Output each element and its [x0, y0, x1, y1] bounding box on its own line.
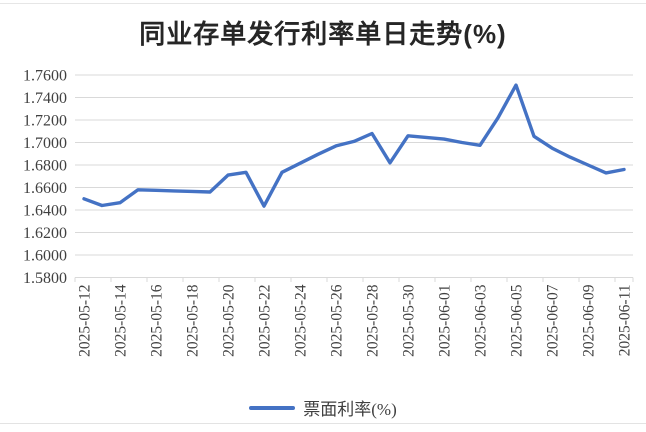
x-axis-tick-label: 2025-05-14 [113, 284, 130, 357]
x-axis-tick-label: 2025-05-26 [329, 284, 346, 357]
y-axis-tick-label: 1.5800 [23, 270, 67, 287]
chart-title: 同业存单发行利率单日走势(%) [139, 19, 507, 49]
y-axis-tick-label: 1.6600 [23, 180, 67, 197]
x-axis-tick-label: 2025-05-28 [365, 284, 382, 357]
x-axis-tick-label: 2025-05-30 [401, 284, 418, 357]
y-axis-tick-label: 1.7200 [23, 113, 67, 130]
x-axis-tick-label: 2025-06-11 [617, 285, 634, 357]
y-axis-tick-label: 1.7600 [23, 68, 67, 85]
y-axis-tick-label: 1.6200 [23, 225, 67, 242]
x-axis-tick-label: 2025-06-07 [545, 284, 562, 357]
x-axis-tick-label: 2025-05-22 [257, 285, 274, 357]
legend-series-label: 票面利率(%) [303, 400, 397, 419]
legend: 票面利率(%) [0, 395, 646, 420]
x-axis-tick-label: 2025-05-16 [149, 284, 166, 357]
x-axis-tick-label: 2025-06-05 [509, 284, 526, 357]
x-axis-tick-label: 2025-05-20 [221, 284, 238, 357]
x-axis-tick-label: 2025-05-24 [293, 284, 310, 357]
x-axis-tick-label: 2025-06-01 [437, 285, 454, 357]
y-axis-tick-label: 1.6000 [23, 248, 67, 265]
legend-line-swatch [249, 405, 296, 410]
y-axis-tick-label: 1.6800 [23, 158, 67, 175]
x-axis-tick-label: 2025-06-09 [581, 284, 598, 357]
x-axis-tick-label: 2025-05-18 [185, 284, 202, 357]
x-axis-tick-label: 2025-06-03 [473, 284, 490, 357]
y-axis-tick-label: 1.7400 [23, 90, 67, 107]
series-line-coupon-rate [82, 83, 626, 208]
x-axis-tick-label: 2025-05-12 [77, 285, 94, 357]
frame-top-border [0, 3, 646, 4]
frame-bottom-border [0, 423, 646, 424]
y-axis-tick-label: 1.6400 [23, 203, 67, 220]
y-axis-tick-label: 1.7000 [23, 135, 67, 152]
